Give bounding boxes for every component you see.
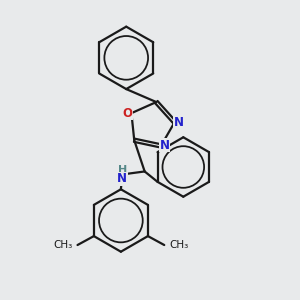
Text: CH₃: CH₃ [169,240,189,250]
Text: O: O [122,106,133,120]
Text: N: N [160,139,170,152]
Text: N: N [173,116,183,129]
Text: N: N [117,172,128,185]
Text: H: H [118,165,127,175]
Text: CH₃: CH₃ [53,240,72,250]
